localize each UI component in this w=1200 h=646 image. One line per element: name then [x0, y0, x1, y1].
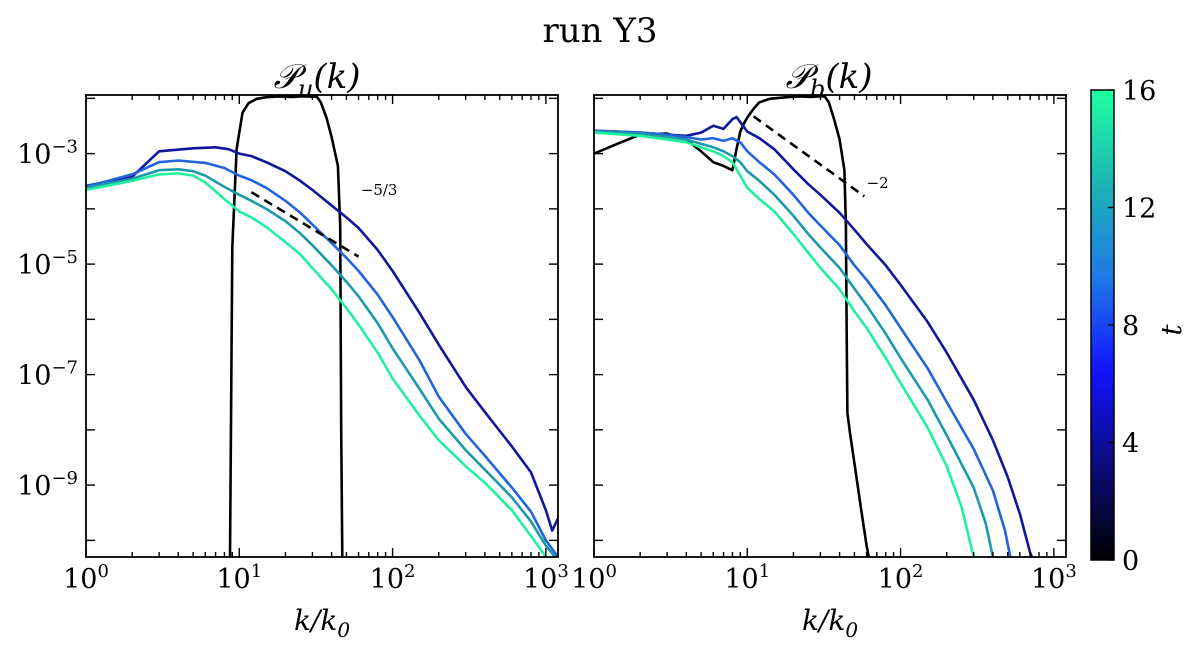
series-line-t-4 [594, 115, 1034, 557]
slope-reference-line [250, 191, 360, 258]
x-tick-label: 101 [724, 561, 770, 595]
x-tick-label: 102 [370, 561, 416, 595]
y-tick-label: 10−7 [17, 358, 78, 392]
series-line-t-12 [86, 168, 557, 557]
x-tick-label: 103 [523, 561, 569, 595]
tick-layer: 100 101 102 103 10−3 10−5 10−7 10−9 [17, 95, 569, 595]
annotation-layer: −5/3 [250, 181, 398, 258]
y-tick-label: 10−9 [17, 468, 78, 502]
series-line-t-0 [228, 95, 344, 557]
series-line-t-16 [86, 172, 548, 557]
x-axis-label: k/k0 [294, 604, 350, 642]
series-line-t-8 [594, 129, 1012, 557]
slope-label: −5/3 [361, 181, 398, 199]
colorbar-tick-label: 8 [1122, 311, 1139, 342]
series-line-t-16 [594, 131, 976, 557]
y-tick-label: 10−5 [17, 247, 78, 281]
panel-magnetic-spectrum: 𝒫b(k) −2 100 101 102 103 k/k0 [571, 57, 1077, 642]
colorbar-label: t [1155, 324, 1188, 336]
slope-label: −2 [867, 174, 889, 192]
colorbar-ticks: 0 4 8 12 16 [1108, 76, 1156, 577]
plot-frame [593, 94, 1067, 558]
series-line-t-4 [86, 146, 558, 532]
slope-reference-line [752, 115, 866, 198]
series-layer [594, 95, 1034, 557]
series-line-t-8 [86, 159, 558, 557]
figure-suptitle: run Y3 [543, 11, 658, 51]
panel-velocity-spectrum: 𝒫u(k) −5/3 100 101 102 10310−310−510−710−9 … [17, 57, 569, 642]
series-line-t-0 [594, 95, 871, 557]
x-tick-label: 100 [571, 561, 617, 595]
annotation-layer: −2 [752, 115, 889, 198]
series-layer [86, 95, 558, 557]
x-tick-label: 103 [1031, 561, 1077, 595]
colorbar-tick-label: 0 [1122, 546, 1139, 577]
y-tick-label: 10−3 [17, 137, 78, 171]
colorbar: 0 4 8 12 16 t [1090, 76, 1188, 577]
x-tick-label: 100 [63, 561, 109, 595]
plot-frame [85, 94, 559, 558]
x-tick-label: 101 [216, 561, 262, 595]
colorbar-tick-label: 16 [1122, 76, 1156, 107]
series-line-t-12 [594, 130, 995, 557]
colorbar-tick-label: 4 [1122, 429, 1139, 460]
x-tick-label: 102 [878, 561, 924, 595]
x-axis-label: k/k0 [802, 604, 858, 642]
colorbar-tick-label: 12 [1122, 194, 1156, 225]
